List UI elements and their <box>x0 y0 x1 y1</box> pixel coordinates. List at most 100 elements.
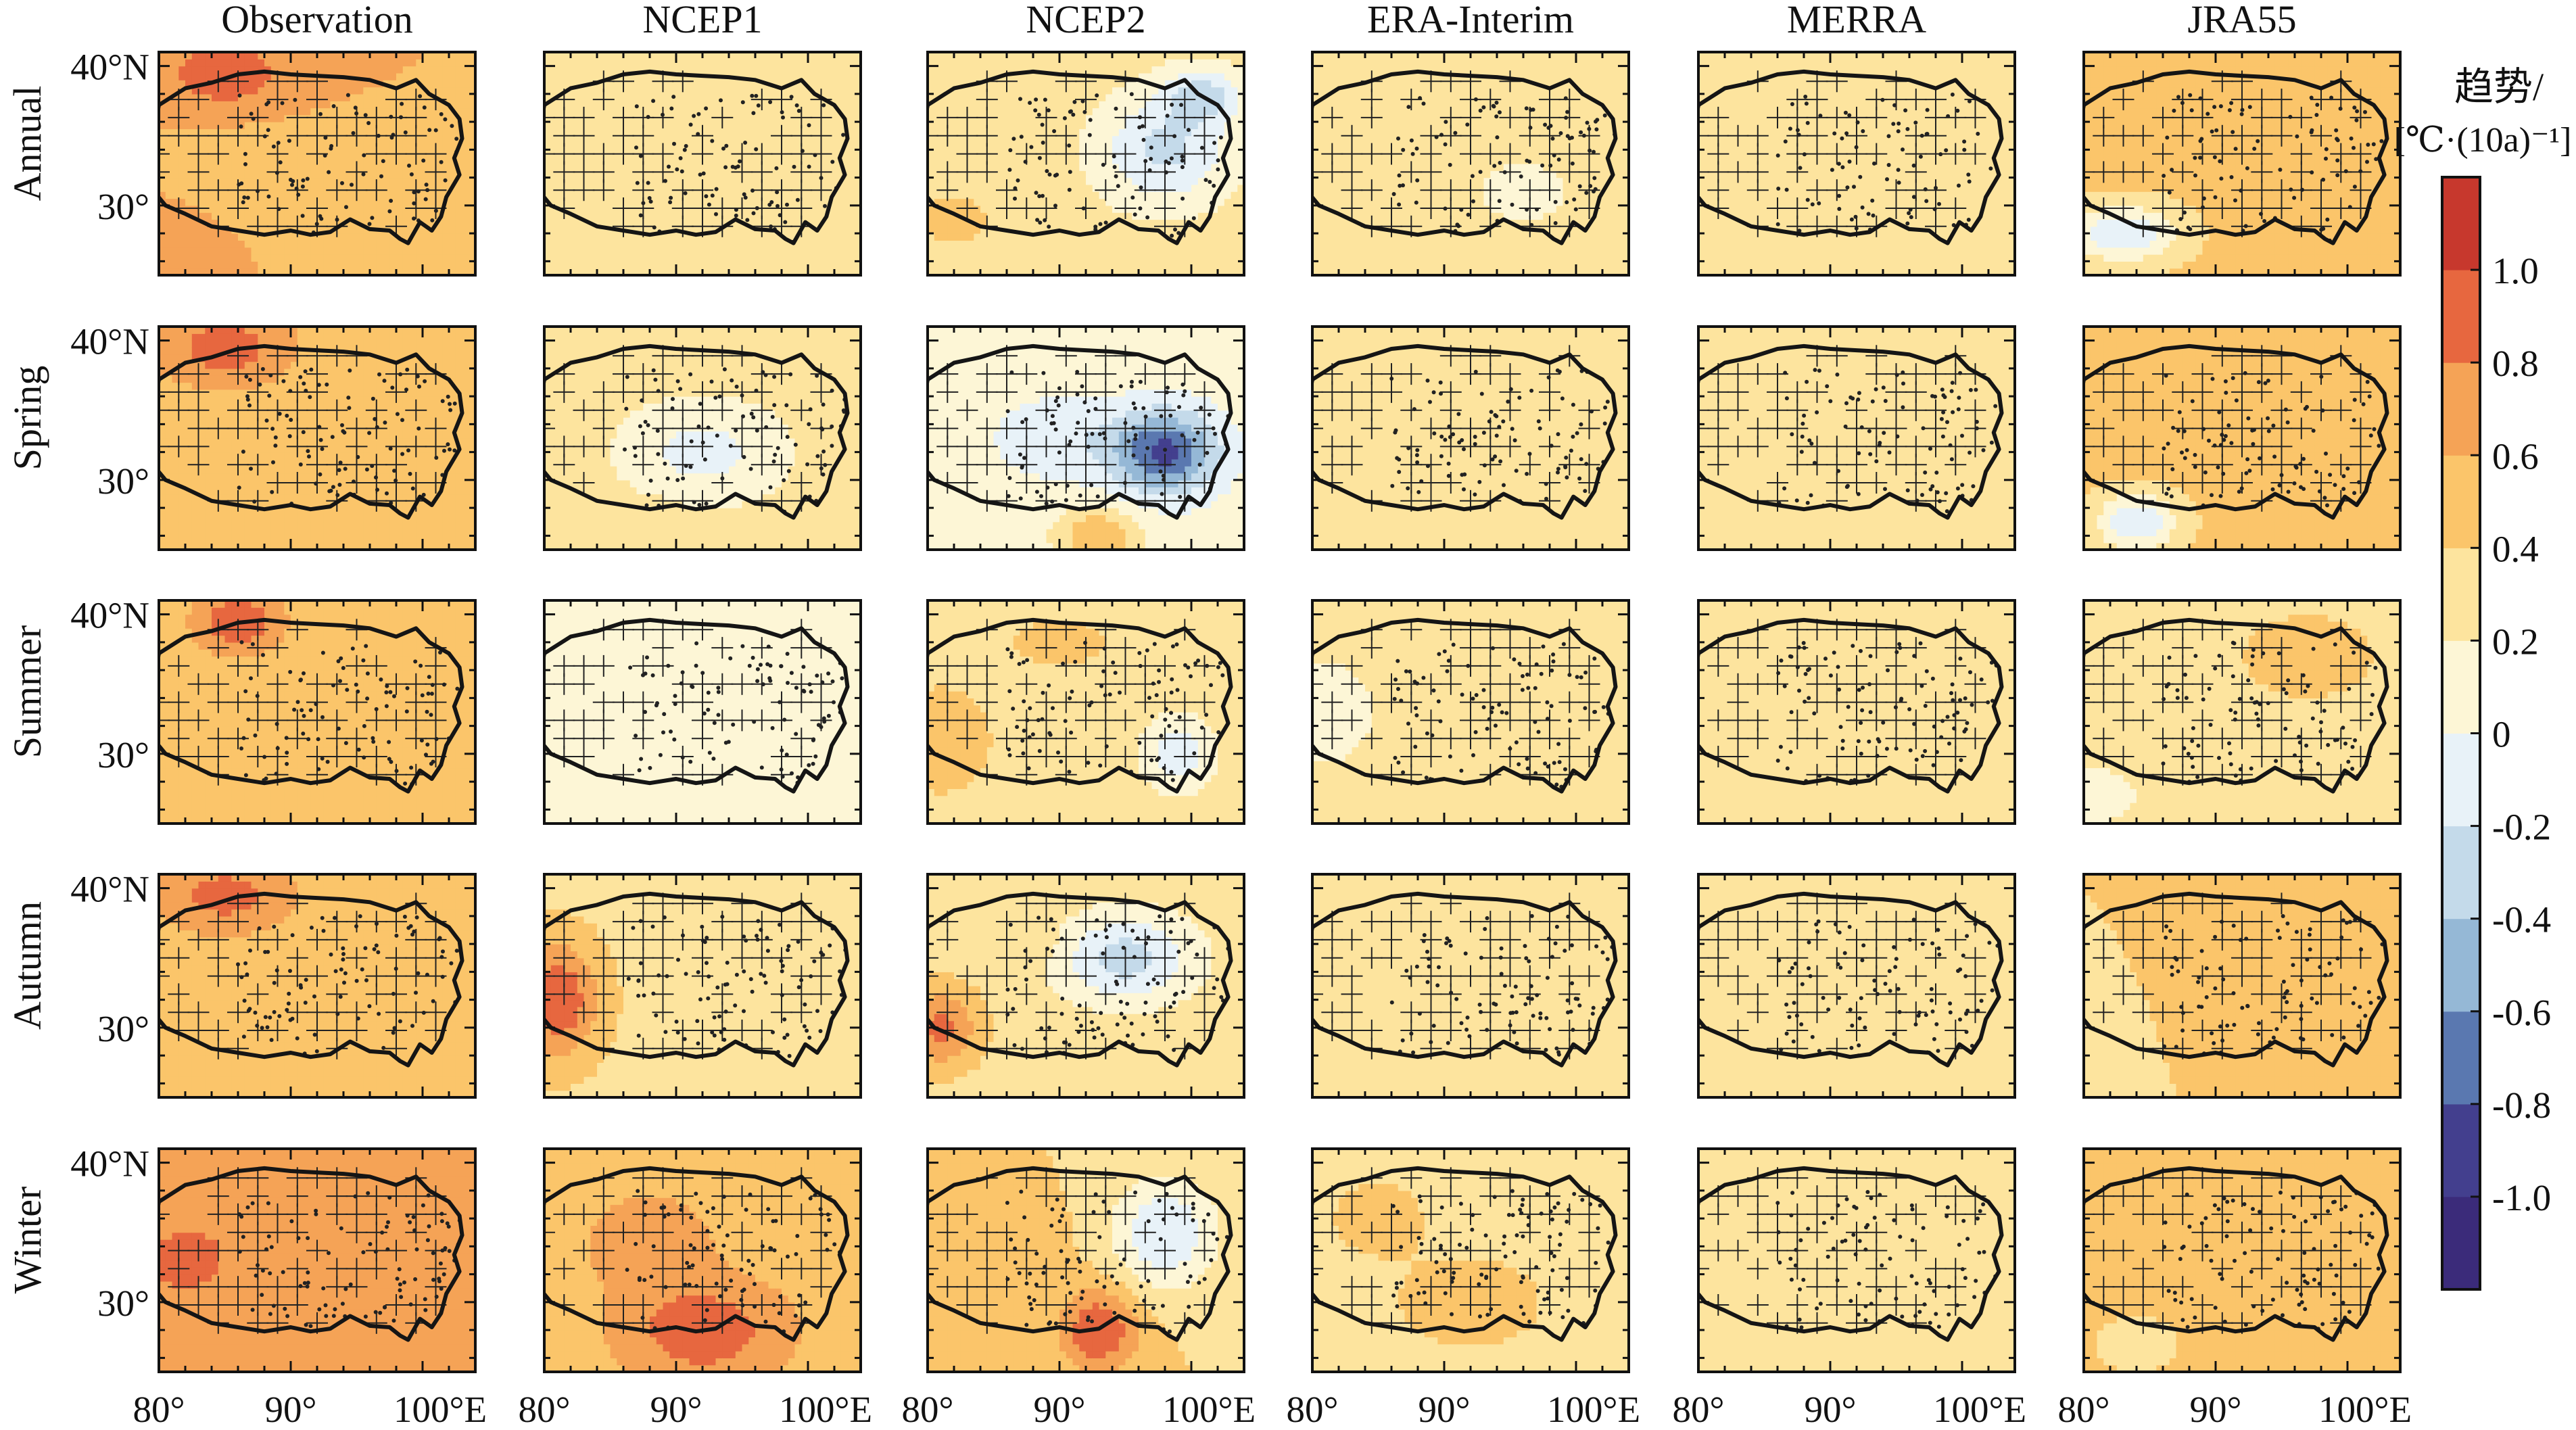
trend-cell <box>748 198 756 206</box>
trend-cell <box>623 93 631 101</box>
trend-cell <box>748 254 756 262</box>
trend-cell <box>363 191 371 199</box>
trend-cell <box>1026 198 1034 206</box>
trend-cell <box>442 66 450 74</box>
trend-cell <box>1132 191 1139 199</box>
trend-cell <box>165 198 173 206</box>
trend-cell <box>1072 198 1080 206</box>
trend-cell <box>974 108 981 116</box>
trend-cell <box>469 87 475 95</box>
trend-cell <box>343 240 351 248</box>
trend-cell <box>185 247 193 255</box>
trend-cell <box>350 66 358 74</box>
trend-cell <box>794 177 802 185</box>
trend-cell <box>356 80 364 88</box>
trend-cell <box>928 149 935 158</box>
trend-cell <box>656 66 664 74</box>
trend-cell <box>1171 184 1179 192</box>
trend-cell <box>264 80 272 88</box>
trend-cell <box>376 143 384 150</box>
trend-cell <box>178 149 186 158</box>
trend-cell <box>788 261 796 269</box>
trend-cell <box>284 177 291 185</box>
station-dot <box>724 143 729 148</box>
trend-cell <box>564 261 571 269</box>
trend-cell <box>801 87 809 95</box>
trend-cell <box>1112 122 1120 129</box>
trend-cell <box>258 114 265 122</box>
trend-cell <box>696 254 703 262</box>
station-dot <box>781 115 785 120</box>
trend-cell <box>557 108 565 116</box>
trend-cell <box>682 164 690 171</box>
trend-cell <box>735 101 743 109</box>
trend-cell <box>656 212 664 220</box>
trend-cell <box>682 114 690 122</box>
trend-cell <box>370 143 377 150</box>
trend-cell <box>212 226 219 234</box>
trend-cell <box>617 59 624 67</box>
trend-cell <box>449 87 456 95</box>
trend-cell <box>729 93 736 101</box>
trend-cell <box>669 164 677 171</box>
trend-cell <box>597 52 604 59</box>
trend-cell <box>1151 247 1159 255</box>
trend-cell <box>1053 108 1060 116</box>
trend-cell <box>1059 240 1067 248</box>
trend-cell <box>423 93 430 101</box>
trend-cell <box>343 191 351 199</box>
trend-cell <box>389 66 397 74</box>
trend-cell <box>610 184 617 192</box>
trend-cell <box>722 93 730 101</box>
trend-cell <box>682 233 690 241</box>
trend-cell <box>423 164 430 171</box>
trend-cell <box>1072 66 1080 74</box>
trend-cell <box>1191 93 1199 101</box>
trend-cell <box>455 261 463 269</box>
trend-cell <box>782 212 789 220</box>
trend-cell <box>1000 191 1007 199</box>
trend-cell <box>967 205 974 213</box>
trend-cell <box>376 205 384 213</box>
trend-cell <box>564 226 571 234</box>
trend-cell <box>1059 93 1067 101</box>
trend-cell <box>940 177 948 185</box>
trend-cell <box>623 66 631 74</box>
trend-cell <box>258 135 265 143</box>
trend-cell <box>597 177 604 185</box>
trend-cell <box>1099 101 1106 109</box>
station-dot <box>638 213 643 218</box>
trend-cell <box>376 164 384 171</box>
trend-cell <box>623 80 631 88</box>
trend-cell <box>251 219 258 227</box>
trend-cell <box>442 205 450 213</box>
trend-cell <box>402 59 410 67</box>
trend-cell <box>847 240 855 248</box>
trend-cell <box>696 87 703 95</box>
trend-cell <box>442 164 450 171</box>
trend-cell <box>383 219 390 227</box>
trend-cell <box>165 72 173 80</box>
trend-cell <box>376 128 384 137</box>
trend-cell <box>1013 164 1021 171</box>
trend-cell <box>1151 59 1159 67</box>
station-dot <box>740 100 745 105</box>
trend-cell <box>1039 164 1047 171</box>
trend-cell <box>801 233 809 241</box>
trend-cell <box>617 164 624 171</box>
trend-cell <box>775 268 782 275</box>
trend-cell <box>370 52 377 59</box>
trend-cell <box>1099 52 1106 59</box>
trend-cell <box>557 212 565 220</box>
trend-cell <box>928 170 935 178</box>
trend-cell <box>363 93 371 101</box>
trend-cell <box>583 233 591 241</box>
trend-cell <box>238 80 245 88</box>
trend-cell <box>1158 261 1166 269</box>
trend-cell <box>310 122 318 129</box>
trend-cell <box>557 219 565 227</box>
trend-cell <box>1072 226 1080 234</box>
trend-cell <box>277 184 285 192</box>
trend-cell <box>416 177 423 185</box>
station-dot <box>641 201 646 206</box>
